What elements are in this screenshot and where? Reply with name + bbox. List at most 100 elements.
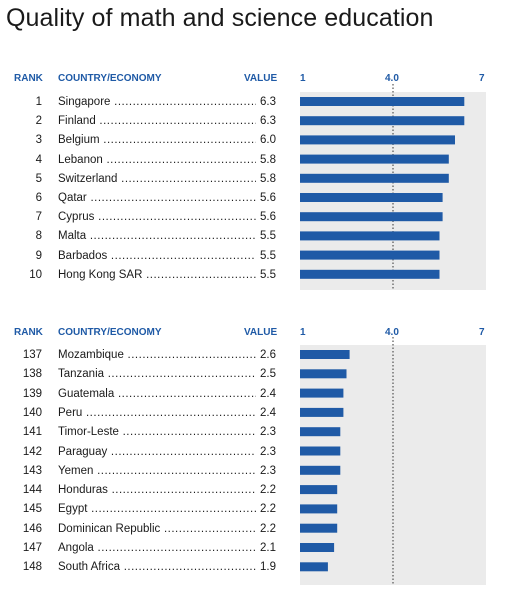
value-label: 2.1 bbox=[256, 540, 276, 556]
bar bbox=[300, 250, 440, 260]
table-row: 3 Belgium6.0 bbox=[0, 132, 300, 149]
country-label: Malta bbox=[58, 228, 276, 244]
rank-header: RANK bbox=[14, 327, 43, 338]
country-label: Honduras bbox=[58, 482, 276, 498]
rank-label: 142 bbox=[22, 445, 42, 458]
country-label: Hong Kong SAR bbox=[58, 267, 276, 283]
bar bbox=[300, 446, 341, 456]
country-label: Egypt bbox=[58, 501, 276, 517]
value-label: 2.3 bbox=[256, 424, 276, 441]
rank-label: 5 bbox=[35, 172, 42, 185]
rank-label: 8 bbox=[35, 230, 42, 243]
rank-label: 7 bbox=[35, 211, 42, 224]
table-row: 6 Qatar5.6 bbox=[0, 190, 300, 206]
bar bbox=[300, 212, 443, 222]
country-label: Guatemala bbox=[58, 386, 276, 402]
value-label: 2.6 bbox=[256, 347, 276, 363]
country-header: COUNTRY/ECONOMY bbox=[58, 73, 162, 84]
table-row: 145 Egypt2.2 bbox=[0, 501, 300, 518]
bar bbox=[300, 485, 338, 495]
bar bbox=[300, 465, 341, 475]
bar bbox=[300, 350, 350, 359]
rank-label: 6 bbox=[35, 192, 42, 204]
country-label: Switzerland bbox=[58, 171, 276, 187]
tick-label-max: 7 bbox=[479, 73, 485, 84]
table-row: 8 Malta5.5 bbox=[0, 228, 300, 245]
value-label: 2.4 bbox=[256, 385, 276, 402]
bar bbox=[300, 523, 338, 533]
rank-label: 146 bbox=[22, 522, 42, 535]
table-row: 10 Hong Kong SAR5.5 bbox=[0, 266, 300, 283]
table-row: 4 Lebanon5.8 bbox=[0, 151, 300, 168]
country-label: Lebanon bbox=[58, 152, 276, 168]
bar bbox=[300, 231, 440, 241]
rank-label: 4 bbox=[35, 153, 42, 166]
rank-label: 143 bbox=[22, 464, 42, 477]
value-label: 5.5 bbox=[256, 228, 276, 245]
country-label: South Africa bbox=[58, 559, 276, 575]
table-row: 5 Switzerland5.8 bbox=[0, 170, 300, 187]
table-row: 142 Paraguay2.3 bbox=[0, 443, 300, 460]
table-row: 139 Guatemala2.4 bbox=[0, 385, 300, 402]
rank-label: 139 bbox=[22, 387, 42, 400]
tick-label-max: 7 bbox=[479, 327, 485, 338]
value-label: 2.3 bbox=[256, 462, 276, 479]
rank-label: 2 bbox=[35, 115, 42, 128]
value-header: VALUE bbox=[244, 327, 278, 338]
table-row: 144 Honduras2.2 bbox=[0, 482, 300, 499]
tick-label-mid: 4.0 bbox=[385, 327, 399, 338]
bar bbox=[300, 562, 328, 572]
tick-label-mid: 4.0 bbox=[385, 73, 399, 84]
table-row: 7 Cyprus5.6 bbox=[0, 209, 300, 226]
country-label: Cyprus bbox=[58, 209, 276, 225]
bar bbox=[300, 543, 335, 552]
country-label: Belgium bbox=[58, 132, 276, 148]
table-row: 9 Barbados5.5 bbox=[0, 247, 300, 264]
bar bbox=[300, 116, 465, 126]
rank-label: 3 bbox=[35, 134, 42, 147]
value-label: 2.2 bbox=[256, 482, 276, 499]
rank-label: 145 bbox=[22, 503, 42, 516]
table-row: 2 Finland6.3 bbox=[0, 113, 300, 130]
bar bbox=[300, 269, 440, 279]
bar bbox=[300, 97, 465, 106]
country-label: Yemen bbox=[58, 463, 276, 479]
value-label: 6.0 bbox=[256, 132, 276, 149]
value-label: 2.3 bbox=[256, 443, 276, 460]
country-label: Dominican Republic bbox=[58, 521, 276, 537]
bar bbox=[300, 407, 344, 417]
bar bbox=[300, 369, 347, 379]
bar bbox=[300, 193, 443, 202]
rank-label: 10 bbox=[29, 268, 42, 281]
rank-label: 141 bbox=[22, 426, 42, 439]
rank-label: 140 bbox=[22, 406, 42, 419]
table-row: 146 Dominican Republic2.2 bbox=[0, 520, 300, 537]
value-label: 5.8 bbox=[256, 170, 276, 187]
table-row: 143 Yemen2.3 bbox=[0, 462, 300, 479]
country-header: COUNTRY/ECONOMY bbox=[58, 327, 162, 338]
value-label: 1.9 bbox=[256, 559, 276, 576]
value-header: VALUE bbox=[244, 73, 278, 84]
table-row: 1 Singapore6.3 bbox=[0, 94, 300, 110]
value-label: 5.6 bbox=[256, 209, 276, 226]
country-label: Angola bbox=[58, 540, 276, 556]
value-label: 6.3 bbox=[256, 113, 276, 130]
rank-label: 148 bbox=[22, 561, 42, 574]
country-label: Mozambique bbox=[58, 347, 276, 363]
country-label: Finland bbox=[58, 113, 276, 129]
value-label: 2.4 bbox=[256, 404, 276, 421]
table-row: 138 Tanzania2.5 bbox=[0, 366, 300, 383]
bar bbox=[300, 135, 455, 145]
rank-label: 138 bbox=[22, 368, 42, 381]
rank-label: 147 bbox=[22, 542, 42, 554]
value-label: 5.8 bbox=[256, 151, 276, 168]
value-label: 5.5 bbox=[256, 266, 276, 283]
country-label: Peru bbox=[58, 405, 276, 421]
rank-label: 1 bbox=[35, 96, 42, 108]
country-label: Timor-Leste bbox=[58, 424, 276, 440]
value-label: 2.5 bbox=[256, 366, 276, 383]
country-label: Qatar bbox=[58, 190, 276, 206]
table-row: 147 Angola2.1 bbox=[0, 540, 300, 556]
